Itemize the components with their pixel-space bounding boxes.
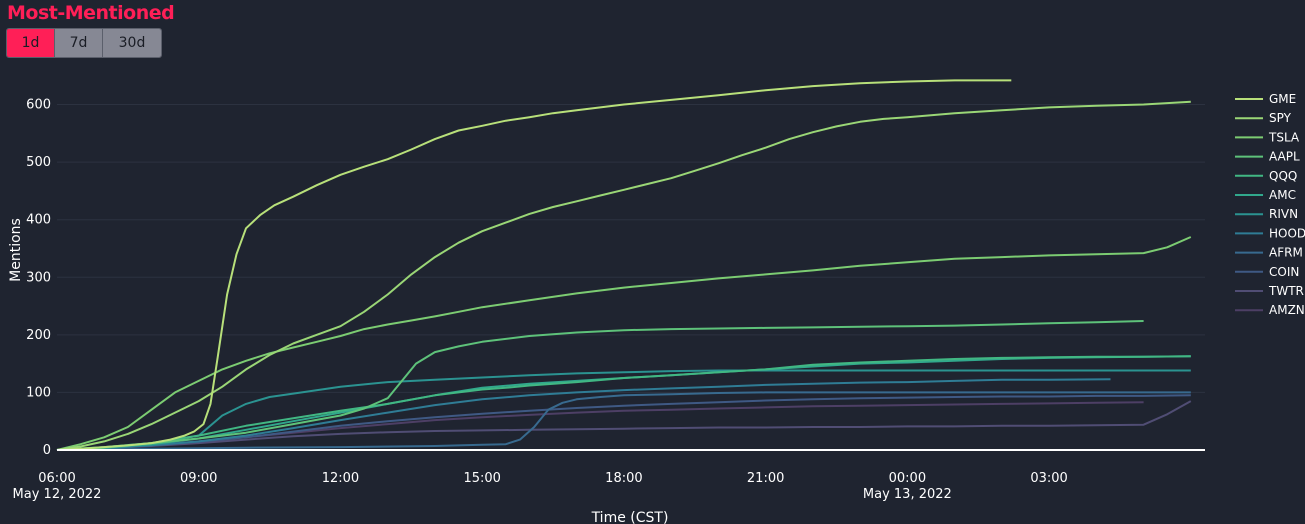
series-line-coin[interactable] xyxy=(56,394,1191,451)
legend-label: AAPL xyxy=(1269,150,1300,164)
x-tick-label: 18:00 xyxy=(605,471,642,486)
x-tick-label: 03:00 xyxy=(1030,471,1067,486)
legend-item-aapl[interactable]: AAPL xyxy=(1235,150,1300,164)
x-tick-label: 12:00 xyxy=(322,471,359,486)
x-tick-label: 09:00 xyxy=(180,471,217,486)
legend-item-rivn[interactable]: RIVN xyxy=(1235,207,1298,221)
x-axis-title: Time (CST) xyxy=(591,510,669,524)
y-tick-label: 300 xyxy=(26,270,51,285)
series-line-gme[interactable] xyxy=(56,79,1012,451)
x-tick-label: 06:00 xyxy=(38,471,75,486)
legend-item-afrm[interactable]: AFRM xyxy=(1235,246,1303,260)
legend-item-qqq[interactable]: QQQ xyxy=(1235,169,1297,183)
legend-label: HOOD xyxy=(1269,226,1305,240)
legend-label: RIVN xyxy=(1269,207,1298,221)
series-line-afrm[interactable] xyxy=(56,391,1191,451)
series-line-tsla[interactable] xyxy=(56,236,1192,451)
legend-label: QQQ xyxy=(1269,169,1297,183)
series-line-spy[interactable] xyxy=(56,100,1191,451)
legend-label: TWTR xyxy=(1268,284,1304,298)
legend-label: COIN xyxy=(1269,265,1299,279)
y-axis-ticks: 0 100 200 300 400 500 600 xyxy=(26,98,51,458)
y-tick-label: 500 xyxy=(26,155,51,170)
x-tick-label: 15:00 xyxy=(463,471,500,486)
legend-item-gme[interactable]: GME xyxy=(1235,92,1296,106)
legend-item-amc[interactable]: AMC xyxy=(1235,188,1296,202)
legend-item-spy[interactable]: SPY xyxy=(1235,111,1292,125)
legend-label: AMC xyxy=(1269,188,1296,202)
y-axis-title: Mentions xyxy=(8,218,24,282)
legend-item-coin[interactable]: COIN xyxy=(1235,265,1299,279)
x-tick-label: 21:00 xyxy=(747,471,784,486)
series-line-aapl[interactable] xyxy=(56,320,1144,451)
series-lines xyxy=(56,79,1192,451)
legend-label: TSLA xyxy=(1268,130,1300,144)
series-line-qqq[interactable] xyxy=(56,355,1191,451)
range-30d-button[interactable]: 30d xyxy=(103,29,161,57)
time-range-selector: 1d 7d 30d xyxy=(6,28,162,58)
y-tick-label: 100 xyxy=(26,385,51,400)
y-tick-label: 200 xyxy=(26,328,51,343)
legend-item-hood[interactable]: HOOD xyxy=(1235,226,1305,240)
y-tick-label: 0 xyxy=(43,443,51,458)
range-7d-button[interactable]: 7d xyxy=(55,29,103,57)
x-tick-date-label: May 12, 2022 xyxy=(13,487,102,502)
legend-item-twtr[interactable]: TWTR xyxy=(1235,284,1304,298)
series-line-twtr[interactable] xyxy=(56,400,1192,451)
legend-item-tsla[interactable]: TSLA xyxy=(1235,130,1300,144)
legend-item-amzn[interactable]: AMZN xyxy=(1235,303,1305,317)
y-tick-label: 400 xyxy=(26,213,51,228)
page-title: Most-Mentioned xyxy=(7,2,175,24)
legend: GME SPY TSLA AAPL QQQ AMC RIVN HOOD AFRM COIN TWTR… xyxy=(1235,92,1305,317)
legend-label: GME xyxy=(1269,92,1296,106)
x-tick-label: 00:00 xyxy=(889,471,926,486)
series-line-rivn[interactable] xyxy=(56,369,1191,451)
y-gridlines xyxy=(57,104,1205,393)
legend-label: SPY xyxy=(1269,111,1292,125)
y-tick-label: 600 xyxy=(26,98,51,113)
range-1d-button[interactable]: 1d xyxy=(7,29,55,57)
legend-label: AFRM xyxy=(1269,246,1303,260)
x-tick-date-label: May 13, 2022 xyxy=(863,487,952,502)
series-line-hood[interactable] xyxy=(56,378,1111,451)
legend-label: AMZN xyxy=(1269,303,1305,317)
